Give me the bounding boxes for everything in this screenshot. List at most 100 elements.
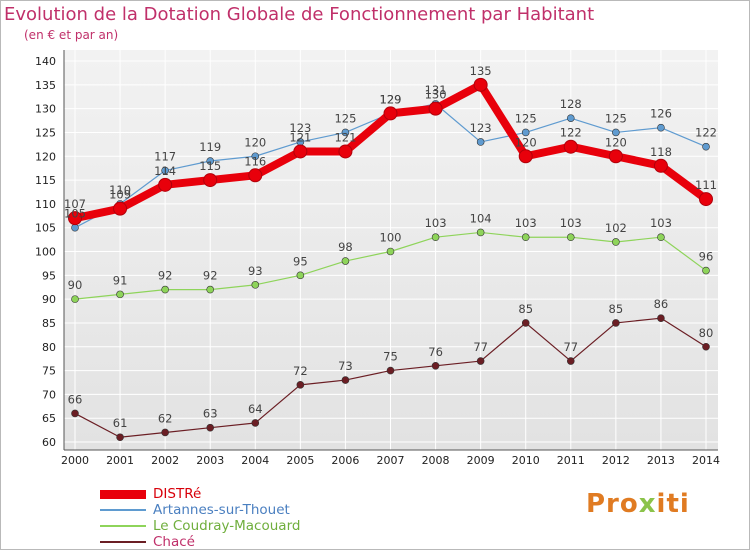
data-label: 103 [515, 216, 537, 230]
y-tick-label: 105 [35, 222, 56, 235]
y-tick-label: 130 [35, 103, 56, 116]
data-point [657, 233, 665, 242]
data-point [702, 142, 710, 151]
data-label: 119 [199, 140, 221, 154]
legend-label: Le Coudray-Macouard [153, 518, 301, 534]
data-point [476, 357, 485, 365]
data-label: 85 [518, 302, 533, 316]
data-label: 103 [560, 216, 582, 230]
x-tick-label: 2013 [647, 454, 675, 467]
data-label: 122 [560, 126, 582, 140]
data-label: 129 [380, 92, 402, 106]
data-point [566, 357, 575, 365]
data-label: 103 [650, 216, 672, 230]
y-tick-label: 140 [35, 55, 56, 68]
data-label: 62 [158, 411, 173, 425]
y-tick-label: 75 [42, 365, 56, 378]
data-point [518, 149, 533, 164]
y-tick-label: 110 [35, 198, 56, 211]
data-label: 125 [334, 111, 356, 125]
data-point [341, 257, 350, 265]
x-tick-label: 2007 [377, 454, 405, 467]
data-point [657, 123, 665, 132]
data-point [68, 211, 82, 226]
data-point [71, 223, 79, 232]
data-point [161, 285, 169, 294]
data-point [702, 342, 710, 351]
chart-subtitle: (en € et par an) [24, 28, 119, 42]
data-label: 120 [244, 135, 266, 149]
data-point [113, 201, 128, 216]
data-point [563, 139, 578, 154]
data-label: 90 [68, 278, 83, 292]
y-tick-label: 65 [42, 412, 56, 425]
data-label: 92 [203, 269, 218, 283]
data-point [71, 409, 79, 418]
legend-swatch [100, 541, 146, 543]
data-point [158, 177, 173, 192]
data-point [251, 419, 260, 427]
y-tick-label: 95 [42, 269, 56, 282]
data-point [251, 281, 260, 289]
x-tick-label: 2003 [196, 454, 224, 467]
data-label: 72 [293, 364, 308, 378]
data-point [296, 271, 305, 280]
data-point [161, 428, 169, 437]
data-point [341, 128, 350, 137]
data-label: 104 [470, 211, 492, 225]
data-label: 114 [154, 164, 176, 178]
data-label: 109 [109, 188, 131, 202]
data-point [383, 106, 398, 121]
data-point [161, 166, 169, 175]
data-point [386, 366, 395, 375]
x-tick-label: 2011 [557, 454, 585, 467]
data-label: 121 [334, 130, 356, 144]
logo-part: x [638, 489, 657, 519]
x-tick-label: 2006 [331, 454, 359, 467]
data-label: 130 [425, 88, 447, 102]
data-label: 123 [470, 121, 492, 135]
data-point [296, 381, 305, 389]
data-label: 96 [699, 250, 714, 264]
legend-swatch [100, 509, 146, 511]
data-label: 77 [563, 340, 578, 354]
data-point [476, 228, 485, 237]
legend-label: Artannes-sur-Thouet [153, 502, 290, 518]
data-label: 110 [109, 183, 131, 197]
data-label: 107 [64, 197, 86, 211]
y-tick-label: 85 [42, 317, 56, 330]
data-label: 111 [695, 178, 717, 192]
data-point [521, 319, 530, 327]
data-label: 80 [699, 326, 714, 340]
data-point [431, 233, 440, 242]
data-label: 118 [650, 145, 672, 159]
data-point [116, 433, 124, 442]
data-point [428, 101, 443, 116]
y-tick-label: 125 [35, 126, 56, 139]
data-point [521, 128, 530, 137]
legend-label: Chacé [153, 534, 195, 550]
data-label: 120 [605, 135, 627, 149]
data-point [248, 168, 263, 183]
data-label: 116 [244, 154, 266, 168]
x-tick-label: 2010 [512, 454, 540, 467]
data-point [431, 361, 440, 370]
data-point [521, 233, 530, 242]
data-label: 93 [248, 264, 263, 278]
data-point [699, 192, 713, 207]
data-label: 123 [289, 121, 311, 135]
data-label: 120 [515, 135, 537, 149]
x-tick-label: 2005 [286, 454, 314, 467]
y-tick-label: 60 [42, 436, 56, 449]
data-label: 129 [380, 92, 402, 106]
y-tick-label: 120 [35, 150, 56, 163]
data-point [612, 238, 620, 246]
legend-swatch [100, 525, 146, 527]
legend-swatch [100, 490, 146, 499]
data-point [293, 144, 308, 159]
data-label: 92 [158, 269, 173, 283]
y-tick-label: 100 [35, 246, 56, 259]
data-point [203, 173, 218, 188]
data-point [338, 144, 353, 159]
